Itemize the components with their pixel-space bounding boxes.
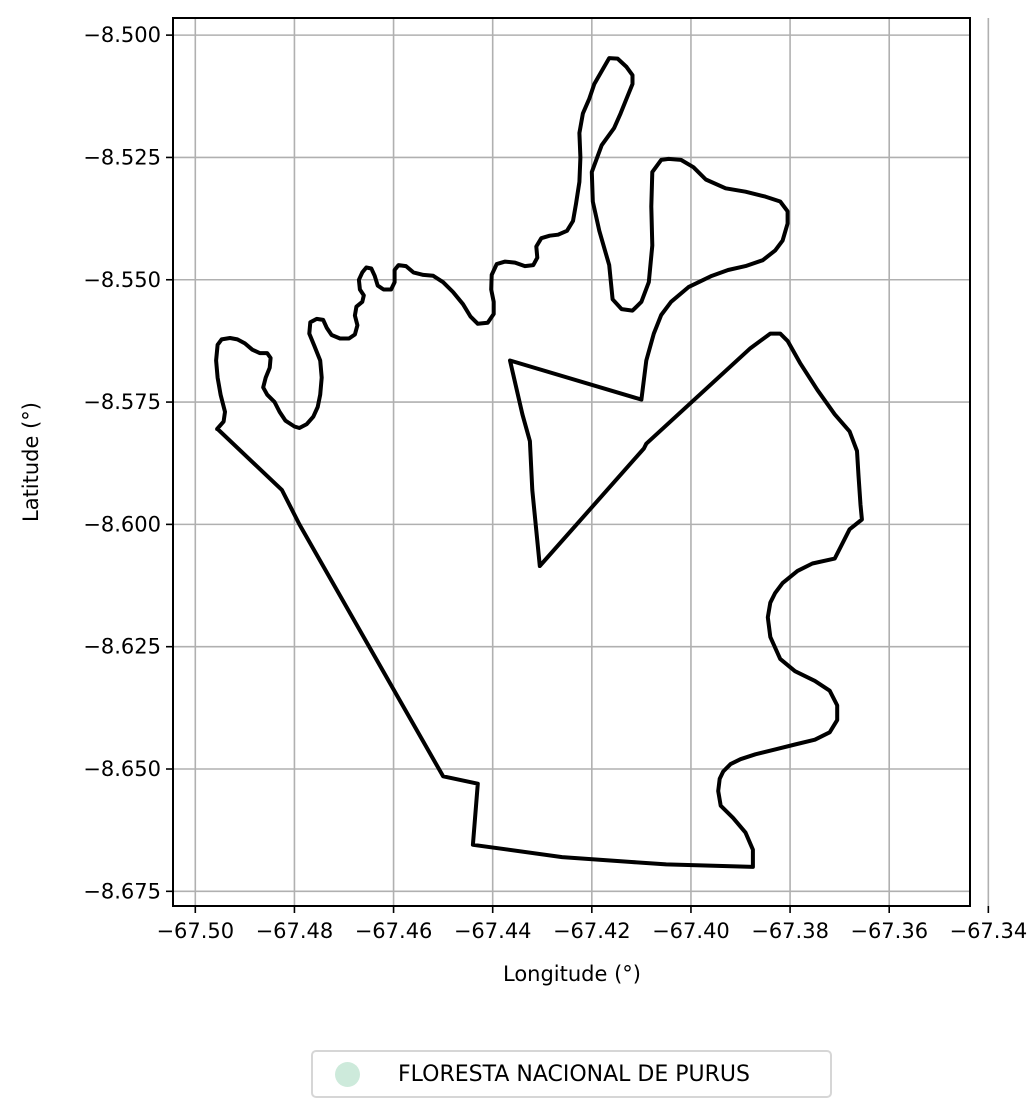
legend: FLORESTA NACIONAL DE PURUS: [311, 1050, 832, 1098]
x-tick-label: −67.34: [949, 919, 1027, 943]
y-tick-label: −8.625: [83, 635, 161, 659]
floresta-nacional-boundary: [214, 56, 864, 869]
x-tick-label: −67.50: [156, 919, 234, 943]
x-tick-label: −67.44: [454, 919, 532, 943]
y-tick-label: −8.500: [83, 23, 161, 47]
y-axis-title: Latitude (°): [19, 402, 43, 522]
x-tick-label: −67.42: [553, 919, 631, 943]
y-tick-label: −8.675: [83, 879, 161, 903]
x-tick-label: −67.40: [652, 919, 730, 943]
legend-label: FLORESTA NACIONAL DE PURUS: [398, 1061, 750, 1087]
tick-marks: [166, 34, 990, 913]
y-tick-label: −8.600: [83, 512, 161, 536]
y-tick-label: −8.575: [83, 390, 161, 414]
axes-frame: [172, 17, 971, 907]
grid-lines: [173, 18, 990, 906]
x-axis-title: Longitude (°): [503, 962, 641, 986]
y-tick-label: −8.550: [83, 268, 161, 292]
x-tick-label: −67.36: [850, 919, 928, 943]
y-tick-label: −8.650: [83, 757, 161, 781]
x-tick-label: −67.38: [751, 919, 829, 943]
x-tick-label: −67.48: [256, 919, 334, 943]
tick-labels: −67.50 −67.48 −67.46 −67.44 −67.42 −67.40 −67.…: [83, 23, 1027, 943]
x-tick-label: −67.46: [355, 919, 433, 943]
boundary-layer: [214, 56, 864, 869]
legend-marker-icon: [335, 1061, 360, 1087]
y-tick-label: −8.525: [83, 145, 161, 169]
